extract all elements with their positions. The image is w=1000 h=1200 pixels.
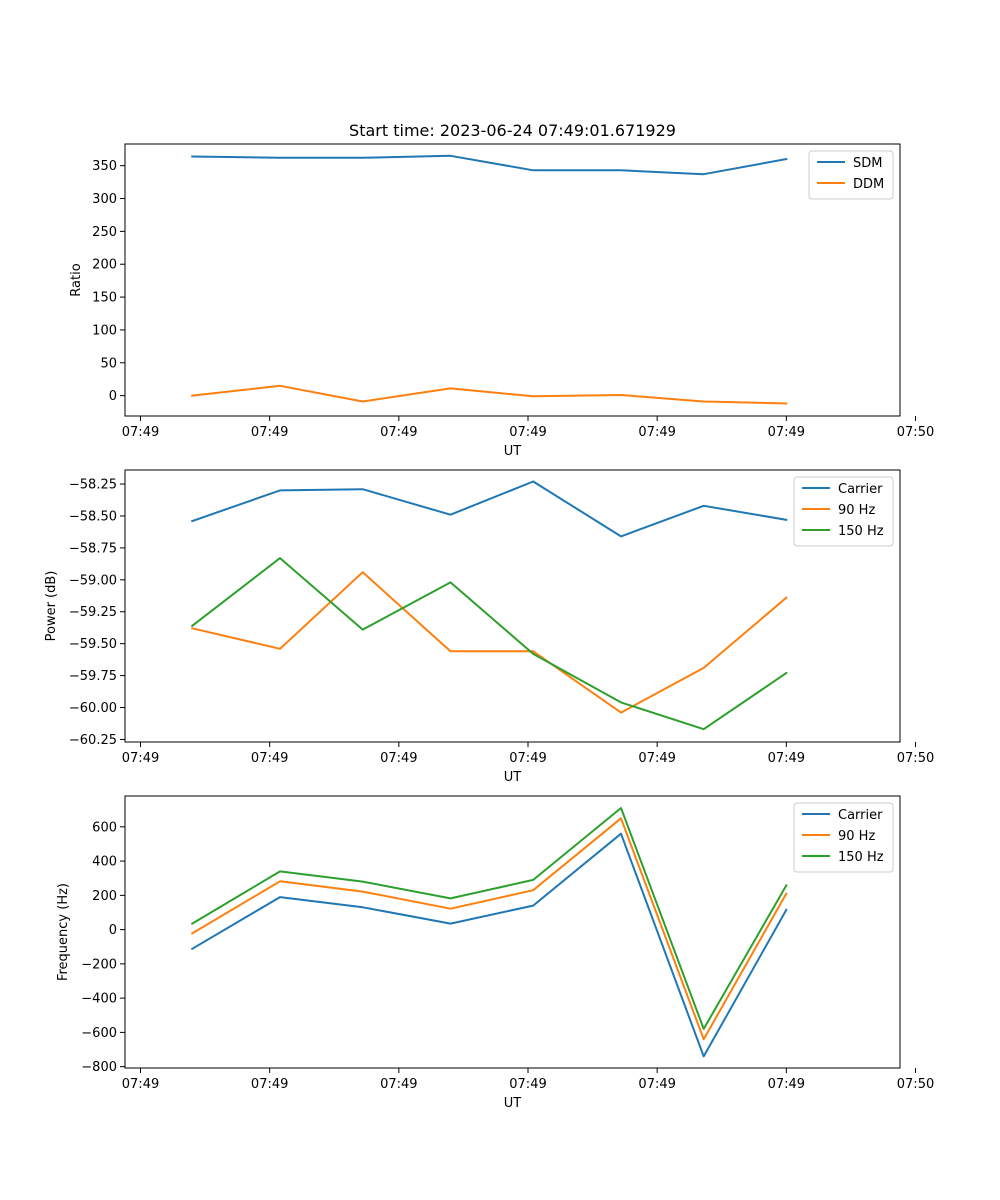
- x-tick-label: 07:49: [509, 1077, 546, 1092]
- y-tick-label: −58.50: [69, 509, 117, 524]
- legend: Carrier 90 Hz 150 Hz: [793, 476, 894, 547]
- x-tick-label: 07:49: [638, 751, 675, 766]
- series-line-carrier: [190, 480, 788, 538]
- series-line-carrier: [190, 832, 788, 1058]
- y-tick-label: −60.25: [69, 733, 117, 748]
- series-line-sdm: [191, 154, 788, 176]
- legend-entry: Carrier: [838, 808, 883, 823]
- legend-entry: 90 Hz: [838, 829, 875, 844]
- series-line-ddm: [191, 384, 788, 405]
- y-tick-label: 300: [92, 192, 117, 207]
- x-tick-label: 07:49: [122, 425, 159, 440]
- plot-frame: [124, 469, 901, 743]
- x-tick-label: 07:49: [638, 425, 675, 440]
- y-tick-label: 200: [92, 889, 117, 904]
- chart-panel-3: 07:49 07:49 07:49 07:49 07:49 07:49 07:50 −800 −…: [56, 795, 934, 1111]
- x-tick-label: 07:49: [509, 751, 546, 766]
- y-tick-label: −59.25: [69, 605, 117, 620]
- series-line-150-hz: [190, 807, 788, 1030]
- legend-entry: 90 Hz: [838, 503, 875, 518]
- chart-title: Start time: 2023-06-24 07:49:01.671929: [349, 121, 676, 140]
- y-axis-label: Frequency (Hz): [56, 883, 71, 981]
- x-tick-label: 07:49: [380, 425, 417, 440]
- y-tick-label: 0: [109, 389, 117, 404]
- y-tick-label: −58.75: [69, 541, 117, 556]
- y-tick-label: −200: [81, 957, 117, 972]
- x-tick-label: 07:49: [768, 751, 805, 766]
- y-tick-label: −60.00: [69, 701, 117, 716]
- plot-frame: [124, 143, 901, 417]
- y-tick-label: 250: [92, 225, 117, 240]
- x-tick-label: 07:50: [897, 751, 934, 766]
- series-line-150-hz: [190, 557, 788, 731]
- legend-frame: [793, 802, 894, 873]
- legend-entry: 150 Hz: [838, 850, 884, 865]
- y-tick-label: 0: [109, 923, 117, 938]
- x-tick-label: 07:49: [251, 425, 288, 440]
- y-tick-label: 100: [92, 323, 117, 338]
- y-axis-label: Power (dB): [44, 571, 59, 642]
- chart-panel-1: Start time: 2023-06-24 07:49:01.671929 07…: [69, 121, 934, 459]
- x-tick-label: 07:49: [380, 1077, 417, 1092]
- x-axis-label: UT: [504, 1096, 522, 1111]
- x-tick-label: 07:49: [380, 751, 417, 766]
- x-tick-label: 07:49: [768, 425, 805, 440]
- y-tick-label: 350: [92, 159, 117, 174]
- y-tick-label: −59.75: [69, 669, 117, 684]
- y-tick-label: −600: [81, 1026, 117, 1041]
- legend-frame: [793, 476, 894, 547]
- x-tick-label: 07:49: [638, 1077, 675, 1092]
- x-tick-label: 07:49: [251, 1077, 288, 1092]
- legend-entry: 150 Hz: [838, 524, 884, 539]
- y-tick-label: −59.00: [69, 573, 117, 588]
- legend: Carrier 90 Hz 150 Hz: [793, 802, 894, 873]
- y-tick-label: 400: [92, 855, 117, 870]
- y-tick-label: −59.50: [69, 637, 117, 652]
- x-tick-label: 07:49: [122, 751, 159, 766]
- legend-entry: SDM: [853, 156, 882, 171]
- x-tick-label: 07:49: [251, 751, 288, 766]
- y-tick-label: 200: [92, 258, 117, 273]
- x-tick-label: 07:50: [897, 425, 934, 440]
- y-tick-label: 600: [92, 820, 117, 835]
- x-tick-label: 07:49: [768, 1077, 805, 1092]
- x-axis-label: UT: [504, 444, 522, 459]
- legend-entry: DDM: [853, 177, 884, 192]
- y-tick-label: 150: [92, 291, 117, 306]
- x-tick-label: 07:49: [122, 1077, 159, 1092]
- y-tick-label: 50: [100, 356, 117, 371]
- x-tick-label: 07:50: [897, 1077, 934, 1092]
- y-tick-label: −800: [81, 1060, 117, 1075]
- y-axis-label: Ratio: [69, 263, 84, 296]
- x-tick-label: 07:49: [509, 425, 546, 440]
- chart-panel-2: 07:49 07:49 07:49 07:49 07:49 07:49 07:50 −60.2…: [44, 469, 934, 785]
- y-tick-label: −58.25: [69, 478, 117, 493]
- y-tick-label: −400: [81, 992, 117, 1007]
- legend: SDM DDM: [808, 150, 894, 200]
- x-axis-label: UT: [504, 770, 522, 785]
- series-line-90-hz: [190, 817, 788, 1041]
- series-line-90-hz: [190, 571, 788, 714]
- plot-frame: [124, 795, 901, 1069]
- legend-entry: Carrier: [838, 482, 883, 497]
